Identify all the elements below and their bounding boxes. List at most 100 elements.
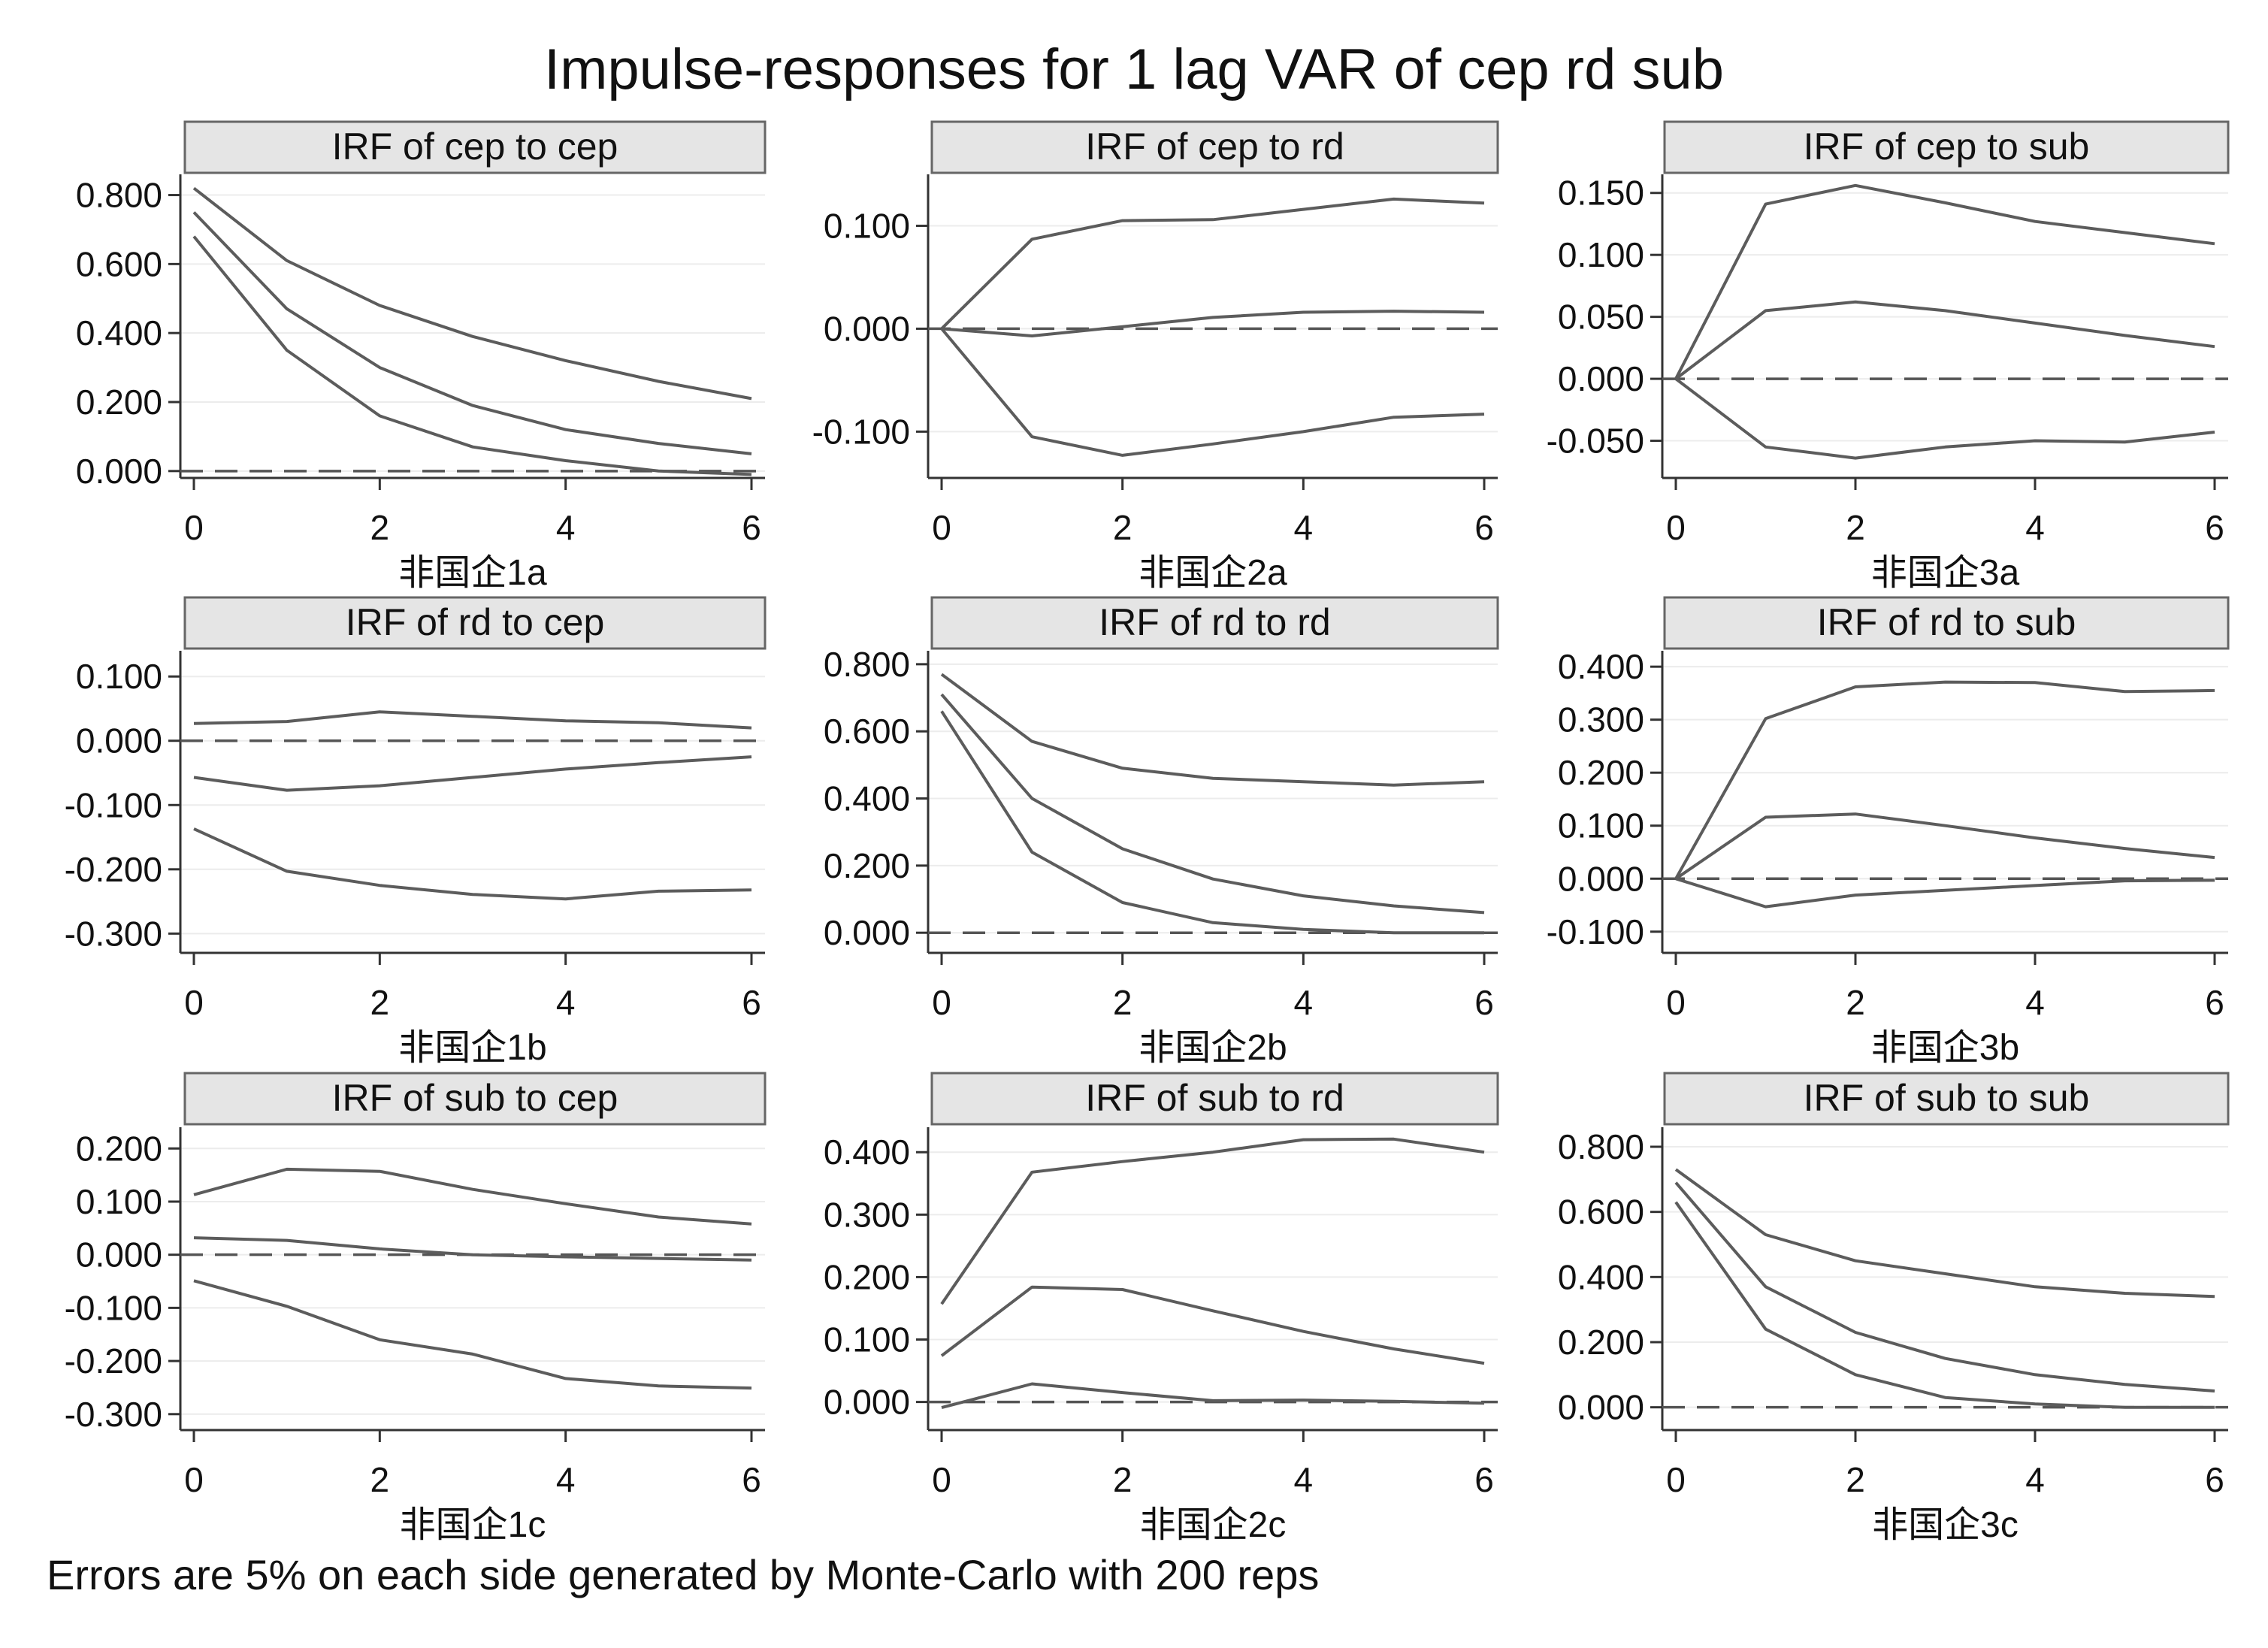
y-tick-label: -0.200 [65,850,162,889]
x-tick-label: 4 [1294,1460,1314,1499]
x-axis-label: 非国企1b [398,1028,546,1068]
irf-series-line [941,310,1485,337]
panel-title: IRF of cep to sub [1804,125,2090,168]
y-tick-label: 0.600 [1558,1193,1644,1232]
x-axis-label: 非国企3c [1872,1505,2019,1545]
panel-header [1663,596,2230,650]
panel-header [1663,1072,2230,1126]
y-tick-label: 0.100 [76,1182,162,1221]
panel-title: IRF of rd to cep [346,601,605,643]
panel-header [183,120,767,174]
y-tick-label: 0.100 [824,206,910,245]
x-tick-label: 2 [1846,1460,1865,1499]
irf-series-line [1674,1168,2215,1299]
y-tick-label: 0.000 [824,309,910,348]
irf-panel: IRF of rd to cep 0.100 0.000 -0.100 -0.200 -0… [65,596,767,1068]
y-tick-label: 0.200 [76,383,162,422]
panel-title: IRF of sub to sub [1804,1077,2090,1119]
y-tick-label: 0.600 [76,244,162,283]
y-tick-label: 0.000 [824,1383,910,1422]
y-tick-label: -0.300 [65,914,162,953]
irf-series-line [1674,680,2215,880]
irf-panel: IRF of sub to sub 0.800 0.600 0.400 0.200 0.0… [1558,1072,2230,1545]
irf-series-line [193,1167,752,1226]
irf-panel: IRF of rd to rd 0.800 0.600 0.400 0.200 0.000… [824,596,1499,1068]
irf-series-line [1674,1181,2215,1392]
x-tick-label: 0 [1666,983,1686,1022]
x-tick-label: 2 [1113,1460,1132,1499]
irf-panel: IRF of sub to rd 0.400 0.300 0.200 0.100 0.00… [824,1072,1499,1545]
panel-header [183,596,767,650]
y-tick-label: -0.300 [65,1395,162,1434]
y-tick-label: 0.200 [1558,1323,1644,1362]
y-tick-label: 0.400 [824,1132,910,1172]
x-tick-label: 0 [1666,1460,1686,1499]
y-tick-label: 0.100 [824,1320,910,1359]
y-tick-label: 0.000 [824,913,910,952]
irf-series-line [1674,183,2215,380]
y-tick-label: 0.000 [76,721,162,760]
x-axis-label: 非国企3a [1871,553,2020,593]
x-tick-label: 6 [742,983,761,1022]
y-tick-label: -0.200 [65,1341,162,1380]
figure-note: Errors are 5% on each side generated by … [47,1551,1319,1598]
y-tick-label: 0.100 [76,657,162,696]
y-tick-label: 0.400 [76,313,162,352]
irf-series-line [1674,1201,2215,1409]
irf-series-line [940,693,1485,915]
y-tick-label: 0.200 [824,1257,910,1296]
irf-series-line [192,235,752,476]
y-tick-label: -0.100 [812,412,910,451]
y-tick-label: 0.000 [1558,359,1644,398]
panel-header [930,596,1499,650]
x-tick-label: 2 [370,1460,390,1499]
x-tick-label: 6 [1474,1460,1494,1499]
x-tick-label: 6 [742,1460,761,1499]
x-tick-label: 0 [184,1460,204,1499]
irf-series-line [193,1236,752,1262]
x-tick-label: 6 [2205,508,2224,547]
x-tick-label: 2 [1113,508,1132,547]
y-tick-label: 0.400 [1558,1257,1644,1296]
x-tick-label: 4 [2025,508,2045,547]
x-tick-label: 0 [932,1460,951,1499]
x-tick-label: 4 [556,508,576,547]
y-tick-label: 0.000 [76,452,162,491]
y-tick-label: 0.300 [1558,700,1644,739]
x-tick-label: 2 [1846,983,1865,1022]
x-tick-label: 4 [1294,983,1314,1022]
irf-series-line [940,328,1485,457]
y-tick-label: 0.000 [1558,859,1644,898]
x-axis-label: 非国企2a [1139,553,1287,593]
irf-series-line [941,1382,1485,1410]
panel-title: IRF of rd to rd [1099,601,1330,643]
x-axis-label: 非国企3b [1871,1028,2019,1068]
irf-series-line [940,197,1485,330]
irf-series-line [1674,812,2215,880]
y-tick-label: 0.200 [76,1129,162,1168]
panel-header [930,120,1499,174]
x-tick-label: 2 [370,508,390,547]
x-tick-label: 2 [370,983,390,1022]
y-tick-label: 0.000 [1558,1388,1644,1427]
x-tick-label: 0 [932,983,951,1022]
panel-title: IRF of cep to cep [332,125,618,168]
irf-series-line [940,673,1485,787]
irf-series-line [1674,300,2215,380]
y-tick-label: -0.050 [1547,422,1644,461]
x-tick-label: 4 [2025,1460,2045,1499]
panel-header [183,1072,767,1126]
y-tick-label: -0.100 [65,1288,162,1327]
irf-series-line [940,1137,1485,1305]
y-tick-label: -0.100 [1547,912,1644,951]
figure-title: Impulse-responses for 1 lag VAR of cep r… [544,38,1724,101]
irf-panel: IRF of cep to cep 0.800 0.600 0.400 0.200 0.0… [76,120,767,593]
x-tick-label: 4 [2025,983,2045,1022]
x-tick-label: 0 [184,983,204,1022]
irf-series-line [193,1279,752,1390]
irf-series-line [192,211,752,455]
y-tick-label: 0.800 [1558,1127,1644,1166]
irf-panel: IRF of sub to cep 0.200 0.100 0.000 -0.100 -0… [65,1072,767,1545]
irf-panel: IRF of cep to rd 0.100 0.000 -0.100 0 2 4 6 非国企2… [812,120,1499,593]
